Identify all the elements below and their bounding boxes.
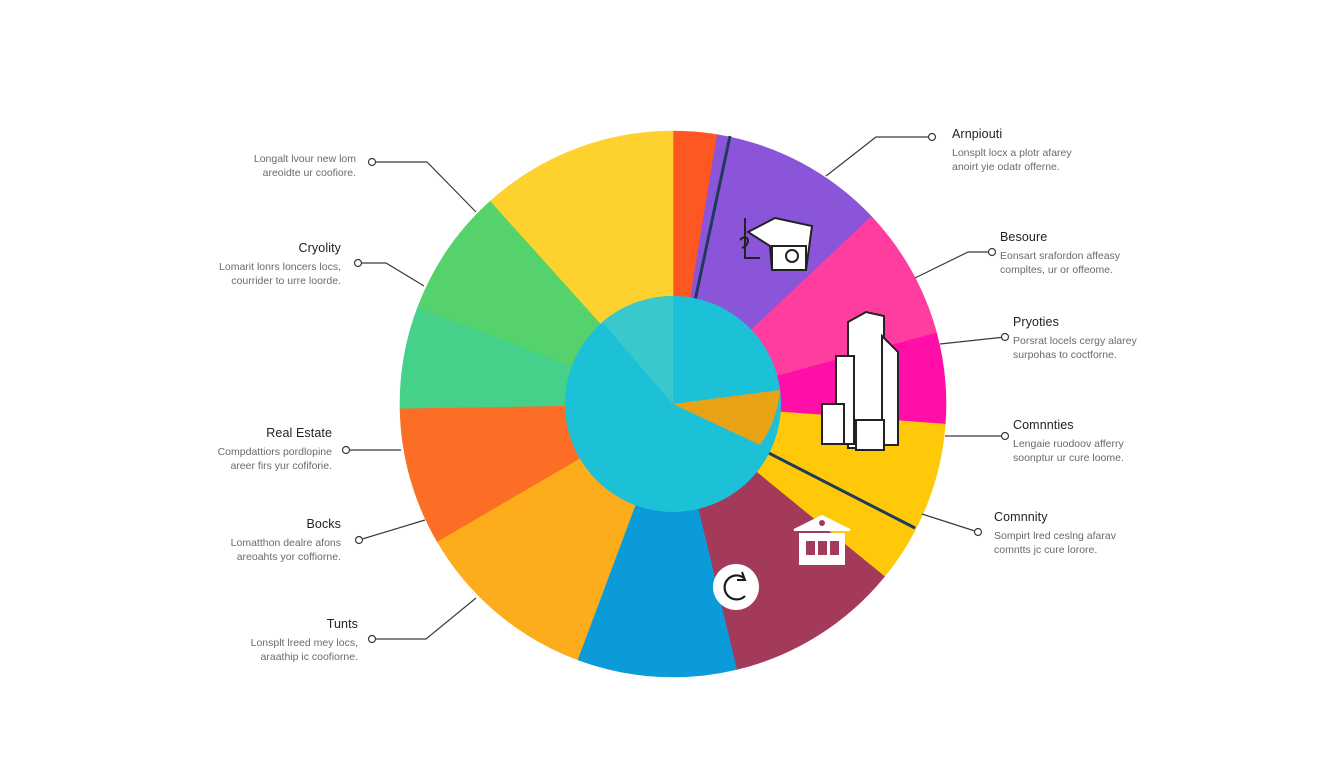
label-desc-line: areer firs yur cofiforie. [230,460,332,472]
label-comnnties: Comnnties Lengaie ruodoov afferry soonpt… [1013,418,1313,465]
label-desc-line: comntts jc cure lorore. [994,544,1098,556]
label-desc-line: Compdattiors pordlopine [217,446,332,458]
label-title: Bocks [306,517,341,531]
label-title: Comnnties [1013,418,1074,432]
connector-line-6 [358,262,425,287]
label-top-left: Longalt lvour new lom areoidte ur coofio… [56,152,356,180]
connector-line-2 [939,336,1006,345]
label-desc-line: Sompirt lred ceslng afarav [994,530,1116,542]
connector-dot-2 [1000,332,1010,342]
label-desc-line: surpohas to coctforne. [1013,349,1117,361]
refresh-icon [713,564,759,610]
connector-line-1 [914,251,992,279]
label-pryoties: Pryoties Porsrat locels cergy alarey sur… [1013,315,1313,362]
label-cryolity: Cryolity Lomarit lonrs loncers locs, cou… [41,241,341,288]
label-desc-line: compltes, ur or offeome. [1000,264,1114,276]
connector-line-8 [358,519,426,541]
connector-dot-9 [367,634,377,644]
pie-slice-6 [577,402,738,678]
label-desc-line: Lonsplt locx a plotr afarey [952,147,1072,159]
label-desc-line: Lengaie ruodoov afferry [1013,438,1124,450]
label-comnnity: Comnnity Sompirt lred ceslng afarav comn… [994,510,1294,557]
label-arnpiouti: Arnpiouti Lonsplt locx a plotr afarey an… [952,127,1252,174]
label-bocks: Bocks Lomatthon dealre afons areoahts yo… [41,517,341,564]
connector-dot-7 [341,445,351,455]
label-desc-line: Lomarit lonrs loncers locs, [219,261,341,273]
connector-dot-6 [353,258,363,268]
label-besoure: Besoure Eonsart srafordon affeasy complt… [1000,230,1300,277]
connector-dot-3 [1000,431,1010,441]
label-real-estate: Real Estate Compdattiors pordlopine aree… [32,426,332,473]
label-desc-line: anoirt yie odatr offerne. [952,161,1060,173]
label-title: Arnpiouti [952,127,1003,141]
label-desc-line: Lomatthon dealre afons [230,537,341,549]
connector-dot-5 [367,157,377,167]
label-title: Real Estate [266,426,332,440]
label-desc-line: courrider to urre loorde. [231,275,341,287]
connector-line-4 [921,513,979,533]
inner-circle [565,295,781,512]
connector-dot-0 [927,132,937,142]
label-desc-line: Eonsart srafordon affeasy [1000,250,1121,262]
connector-dot-8 [354,535,364,545]
label-desc-line: araathip ic coofiorne. [260,651,358,663]
label-desc-line: Longalt lvour new lom [253,153,356,165]
label-desc-line: areoidte ur coofiore. [262,167,356,179]
buildings-icon [821,310,899,451]
label-desc-line: Lonsplt lreed mey locs, [250,637,358,649]
label-title: Pryoties [1013,315,1059,329]
graduation-cap-icon [739,216,814,271]
label-title: Besoure [1000,230,1048,244]
label-desc-line: areoahts yor coffiorne. [236,551,341,563]
label-title: Cryolity [298,241,341,255]
label-title: Tunts [326,617,358,631]
bank-icon [793,514,851,565]
callout-connectors [341,132,1010,644]
connector-dot-4 [973,527,983,537]
connector-dot-1 [987,247,997,257]
connector-line-9 [372,597,477,640]
label-desc-line: Porsrat locels cergy alarey [1013,335,1137,347]
label-desc-line: soonptur ur cure loome. [1013,452,1124,464]
label-title: Comnnity [994,510,1048,524]
label-tunts: Tunts Lonsplt lreed mey locs, araathip i… [58,617,358,664]
connector-line-0 [825,136,932,177]
connector-line-5 [372,161,477,213]
